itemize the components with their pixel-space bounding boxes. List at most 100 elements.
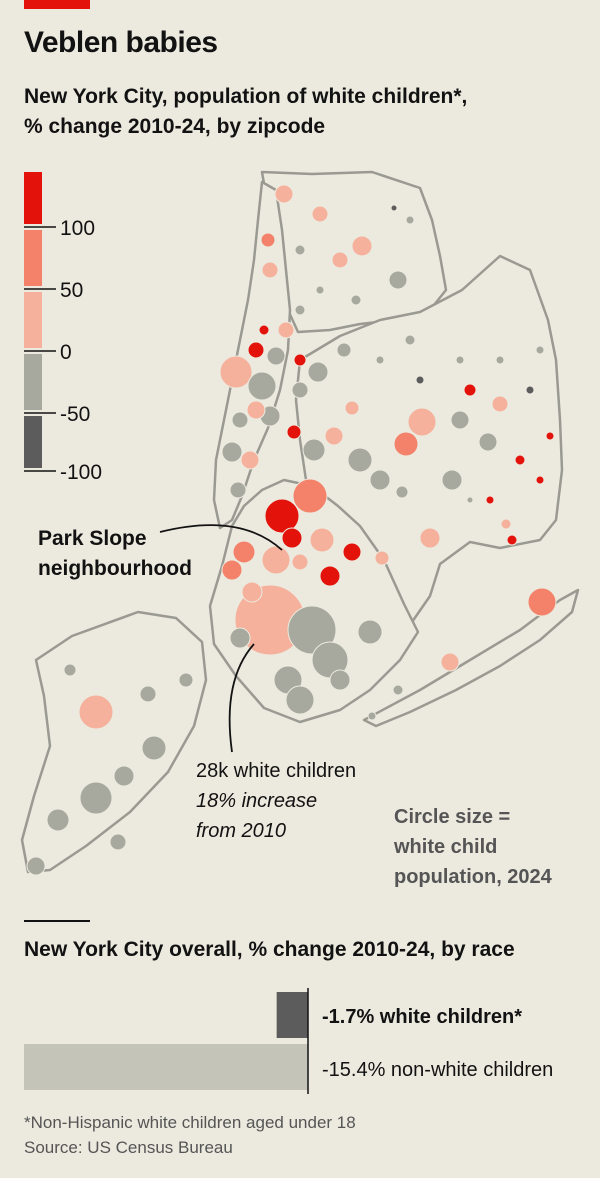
zipcode-bubble xyxy=(229,627,251,649)
zipcode-bubble xyxy=(113,765,135,787)
zipcode-bubble xyxy=(463,383,477,397)
zipcode-bubble xyxy=(500,518,512,530)
subtitle-line-2: % change 2010-24, by zipcode xyxy=(24,115,326,138)
zipcode-bubble xyxy=(302,438,326,462)
park-slope-label-line-1: Park Slope xyxy=(38,527,147,550)
zipcode-bubble xyxy=(357,619,383,645)
zipcode-bubble xyxy=(527,587,557,617)
zipcode-bubble xyxy=(331,251,349,269)
zipcode-bubble xyxy=(506,534,518,546)
footnote-source: Source: US Census Bureau xyxy=(24,1138,233,1157)
subtitle-line-1: New York City, population of white child… xyxy=(24,85,468,108)
zipcode-bubble xyxy=(219,355,253,389)
callout-leader-line xyxy=(228,643,255,753)
zipcode-bubble xyxy=(395,485,409,499)
legend-swatch-neg50-0 xyxy=(24,354,42,410)
zipcode-bubble xyxy=(247,371,277,401)
bar-label-non-white: -15.4% non-white children xyxy=(322,1059,553,1081)
zipcode-bubble xyxy=(388,270,408,290)
zipcode-bubble xyxy=(374,550,390,566)
zipcode-bubble xyxy=(141,735,167,761)
zipcode-bubble xyxy=(324,426,344,446)
zipcode-bubble xyxy=(307,361,329,383)
borough-shapes xyxy=(20,170,580,874)
bar-label-white: -1.7% white children* xyxy=(322,1006,522,1028)
zipcode-bubble xyxy=(478,432,498,452)
footnote-note: *Non-Hispanic white children aged under … xyxy=(24,1113,356,1132)
nyc-zipcode-map: 100 50 0 -50 -100 xyxy=(20,170,580,876)
annotation-lines xyxy=(159,524,283,753)
zipcode-bubble xyxy=(329,669,351,691)
legend-tick-100: 100 xyxy=(60,217,95,240)
bubble-callout: 28k white children 18% increase from 201… xyxy=(196,756,356,846)
zipcode-bubble xyxy=(404,334,416,346)
zipcode-bubble xyxy=(369,469,391,491)
circle-size-note: Circle size = white child population, 20… xyxy=(394,802,584,892)
zipcode-bubble xyxy=(415,375,425,385)
zipcode-bubble xyxy=(78,694,114,730)
zipcode-bubble xyxy=(405,215,415,225)
race-bar-chart: -1.7% white children* -15.4% non-white c… xyxy=(24,988,553,1094)
zipcode-bubble xyxy=(63,663,77,677)
callout-line-3: from 2010 xyxy=(196,816,356,846)
zipcode-bubble xyxy=(291,381,309,399)
zipcode-bubble xyxy=(274,184,294,204)
legend-swatch-0-50 xyxy=(24,292,42,348)
section-divider xyxy=(24,920,90,922)
legend-swatch-neg100-neg50 xyxy=(24,416,42,468)
zipcode-bubble xyxy=(266,346,286,366)
zipcode-bubble xyxy=(231,411,249,429)
zipcode-bubble xyxy=(485,495,495,505)
zipcode-bubble xyxy=(241,581,263,603)
zipcode-bubbles xyxy=(26,184,557,876)
bar-chart-title: New York City overall, % change 2010-24,… xyxy=(24,938,515,961)
zipcode-bubble xyxy=(367,711,377,721)
zipcode-bubble xyxy=(392,684,404,696)
park-slope-label-line-2: neighbourhood xyxy=(38,557,192,580)
callout-line-2-text: 18% increase xyxy=(196,790,318,812)
zipcode-bubble xyxy=(277,321,295,339)
footnote: *Non-Hispanic white children aged under … xyxy=(24,1110,356,1160)
zipcode-bubble xyxy=(178,672,194,688)
zipcode-bubble xyxy=(229,481,247,499)
zipcode-bubble xyxy=(293,353,307,367)
zipcode-bubble xyxy=(407,407,437,437)
park-slope-label: Park Slope neighbourhood xyxy=(38,524,192,584)
legend-tick-50: 50 xyxy=(60,279,83,302)
zipcode-bubble xyxy=(292,478,328,514)
zipcode-bubble xyxy=(240,450,260,470)
legend-tick-neg100: -100 xyxy=(60,461,102,484)
size-note-line-3: population, 2024 xyxy=(394,866,552,888)
zipcode-bubble xyxy=(260,232,276,248)
legend-tick-0: 0 xyxy=(60,341,72,364)
zipcode-bubble xyxy=(535,345,545,355)
zipcode-bubble xyxy=(139,685,157,703)
chart-subtitle: New York City, population of white child… xyxy=(24,82,584,142)
zipcode-bubble xyxy=(26,856,46,876)
zipcode-bubble xyxy=(419,527,441,549)
legend-swatch-100-plus xyxy=(24,172,42,224)
zipcode-bubble xyxy=(466,496,474,504)
callout-line-2: 18% increase xyxy=(196,786,356,816)
zipcode-bubble xyxy=(375,355,385,365)
park-slope-leader-line xyxy=(159,524,283,551)
zipcode-bubble xyxy=(285,685,315,715)
zipcode-bubble xyxy=(311,205,329,223)
bar-non-white-children xyxy=(24,1044,308,1090)
zipcode-bubble xyxy=(221,441,243,463)
bar-white-children xyxy=(276,992,308,1038)
zipcode-bubble xyxy=(46,808,70,832)
zipcode-bubble xyxy=(246,400,266,420)
zipcode-bubble xyxy=(347,447,373,473)
zipcode-bubble xyxy=(309,527,335,553)
chart-title: Veblen babies xyxy=(24,26,218,59)
zipcode-bubble xyxy=(450,410,470,430)
zipcode-bubble xyxy=(315,285,325,295)
brooklyn-shape xyxy=(208,478,420,724)
zipcode-bubble xyxy=(535,475,545,485)
zipcode-bubble xyxy=(291,553,309,571)
zipcode-bubble xyxy=(455,355,465,365)
zipcode-bubble xyxy=(393,431,419,457)
zipcode-bubble xyxy=(109,833,127,851)
zipcode-bubble xyxy=(281,527,303,549)
